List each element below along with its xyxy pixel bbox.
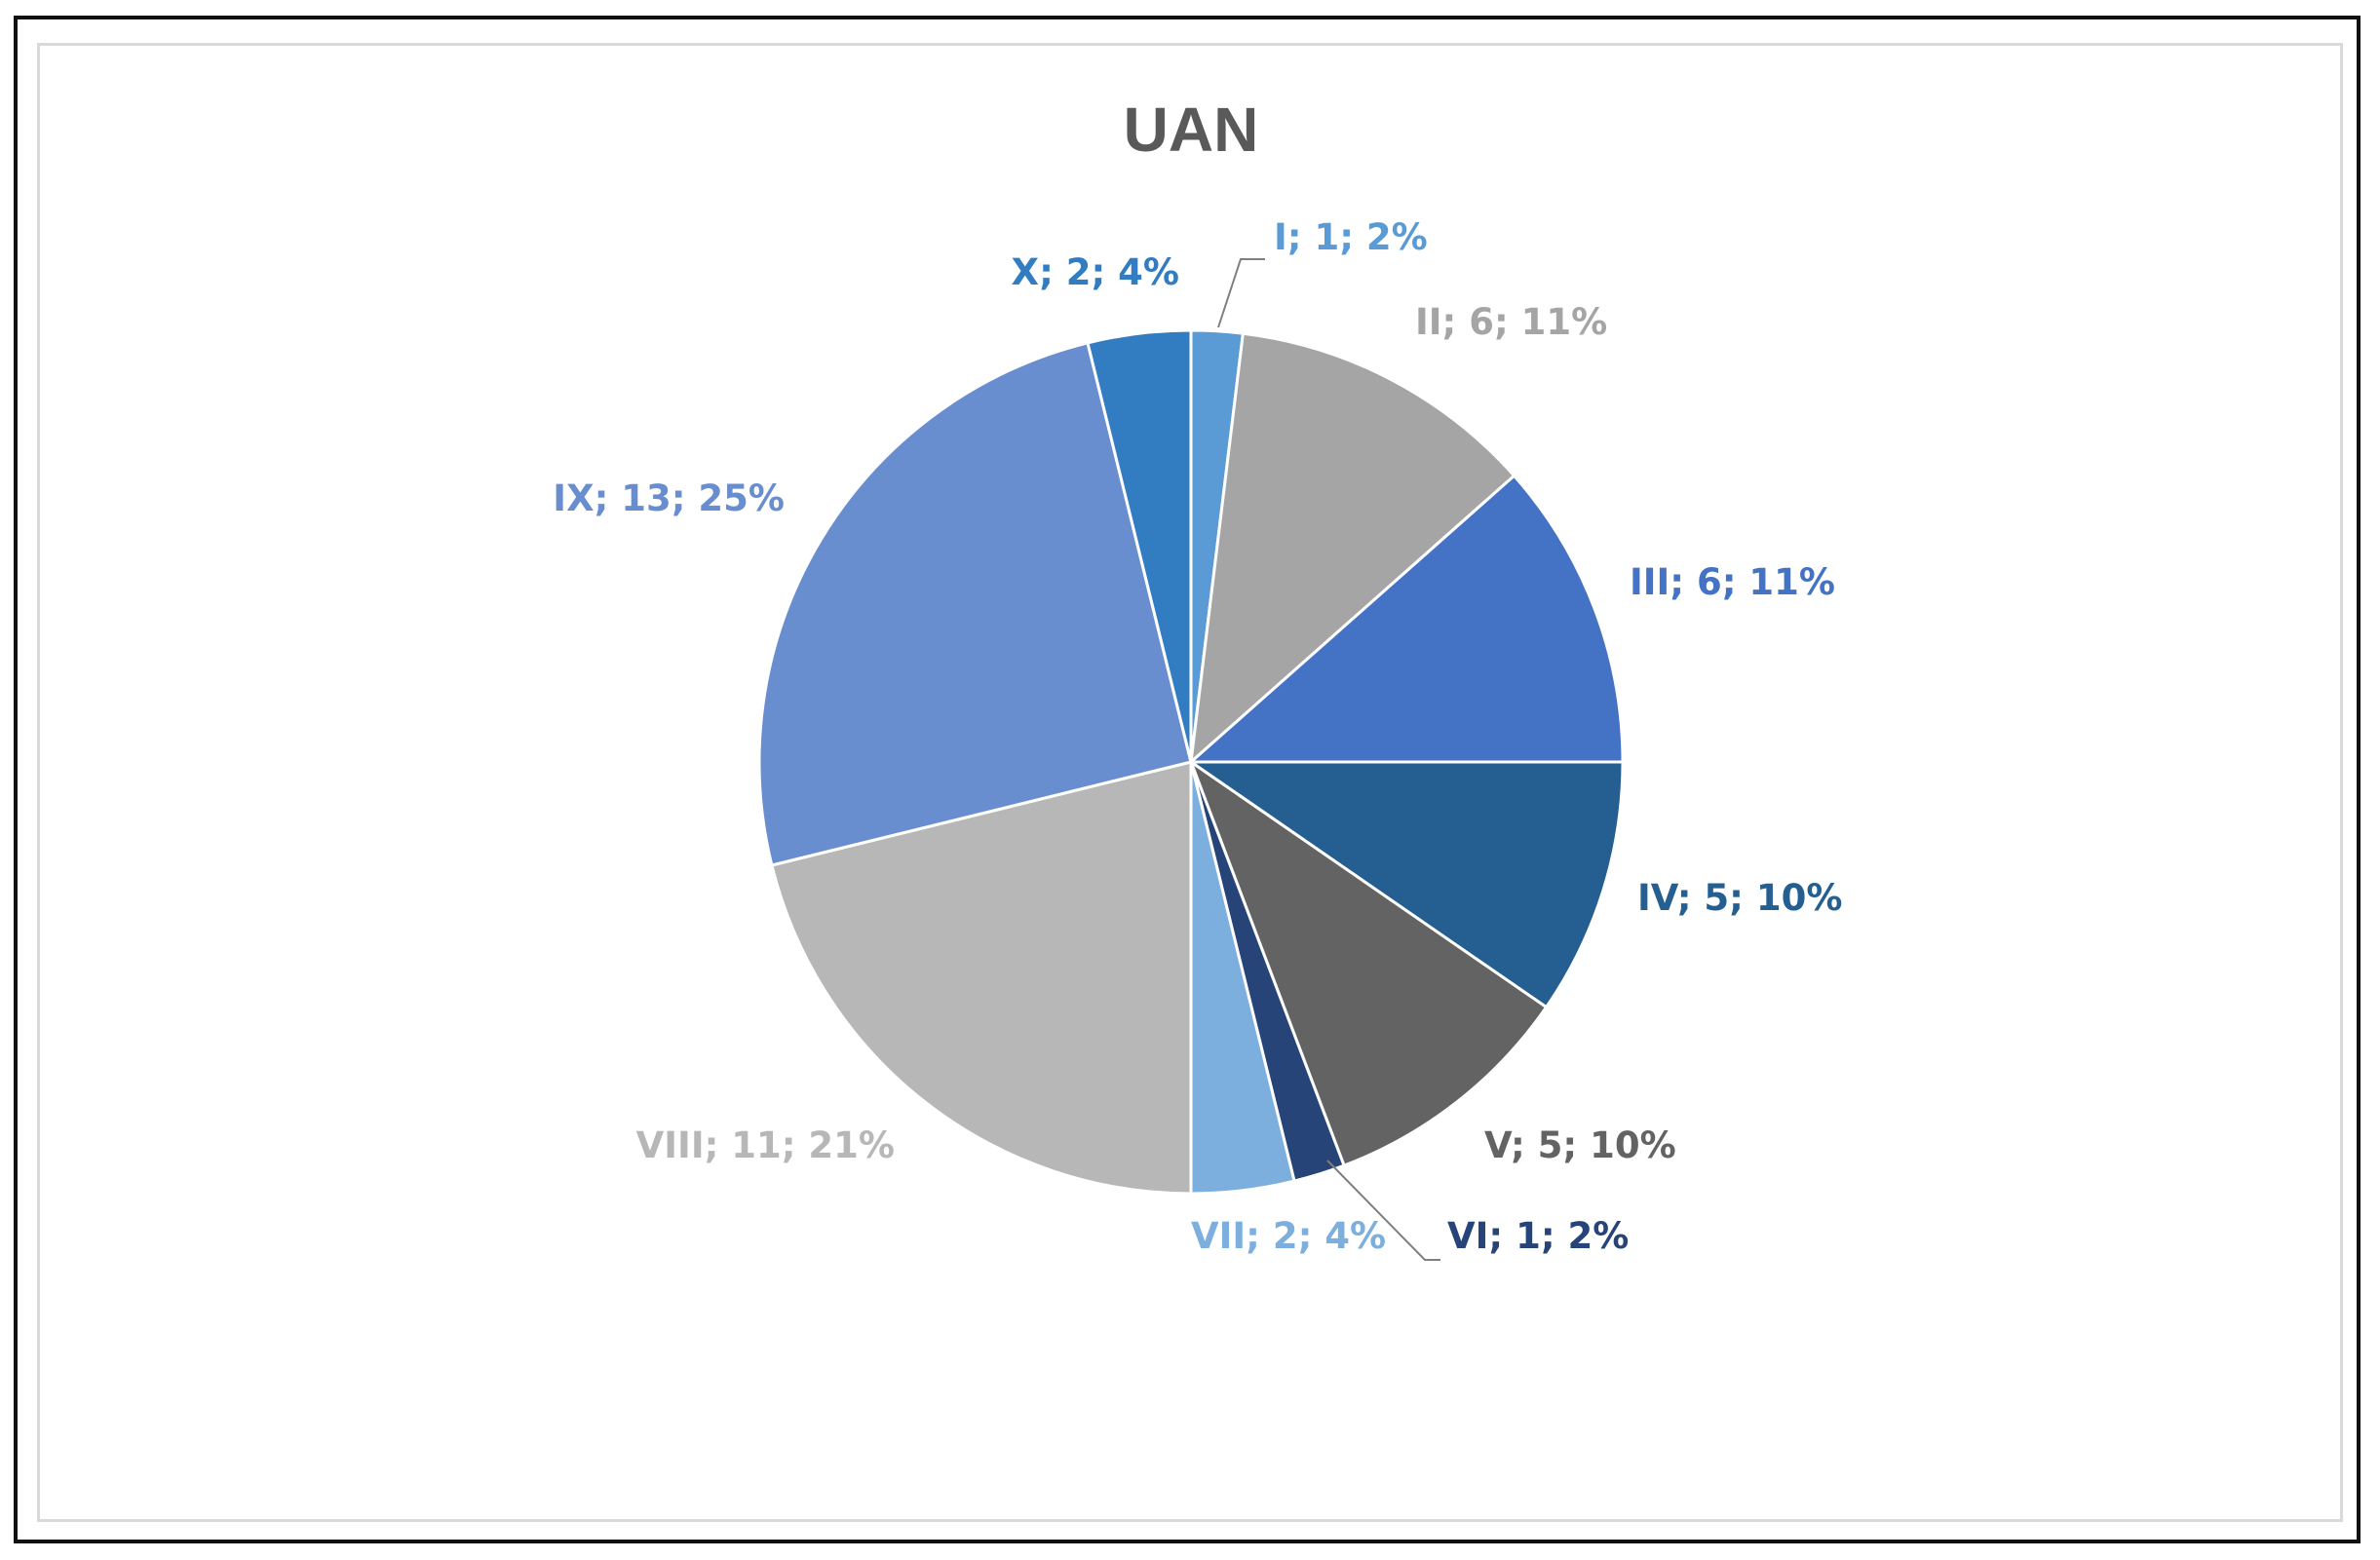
data-label-vii: VII; 2; 4%: [1191, 1215, 1386, 1257]
data-label-i: I; 1; 2%: [1274, 216, 1428, 258]
data-label-vi: VI; 1; 2%: [1447, 1215, 1629, 1257]
pie-slice-ix: [757, 341, 1193, 867]
data-label-iv: IV; 5; 10%: [1637, 877, 1842, 919]
data-label-ix: IX; 13; 25%: [553, 477, 785, 519]
pie-slice-x: [1086, 328, 1193, 763]
data-labels: I; 1; 2% II; 6; 11% III; 6; 11% IV; 5; 10% V…: [553, 216, 1842, 1257]
leader-lines: [1217, 258, 1440, 1261]
leader-line-vi: [1326, 1160, 1440, 1261]
data-label-x: X; 2; 4%: [1012, 251, 1179, 293]
data-label-v: V; 5; 10%: [1484, 1124, 1676, 1166]
leader-line-i: [1217, 258, 1265, 328]
pie-slices: [757, 328, 1625, 1196]
pie-slice-ii: [1189, 331, 1516, 766]
pie-slice-v: [1187, 758, 1549, 1168]
data-label-iii: III; 6; 11%: [1630, 561, 1835, 603]
pie-slice-iii: [1187, 474, 1625, 764]
pie-slice-viii: [770, 760, 1193, 1196]
pie-slice-iv: [1186, 760, 1625, 1009]
data-label-viii: VIII; 11; 21%: [636, 1124, 895, 1166]
chart-title: UAN: [1124, 95, 1259, 165]
data-label-ii: II; 6; 11%: [1415, 301, 1607, 343]
